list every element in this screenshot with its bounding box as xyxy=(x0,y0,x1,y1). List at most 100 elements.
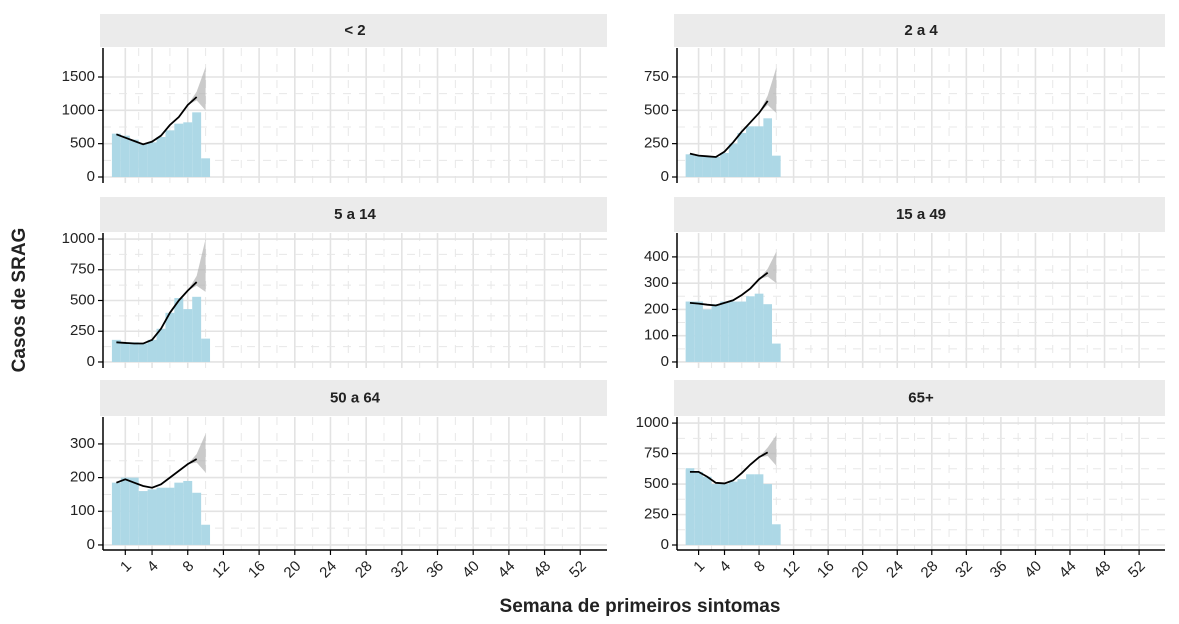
y-tick-label: 0 xyxy=(661,536,669,553)
bar xyxy=(685,301,695,362)
bar xyxy=(694,471,703,546)
bar xyxy=(763,118,773,177)
bar xyxy=(201,524,211,545)
bar xyxy=(174,482,184,545)
y-tick-label: 100 xyxy=(70,502,95,519)
x-tick-label: 40 xyxy=(459,558,483,582)
bar xyxy=(711,304,721,362)
confidence-band xyxy=(187,67,206,111)
confidence-band xyxy=(187,433,206,473)
bar xyxy=(165,312,175,362)
bar xyxy=(147,339,157,362)
y-tick-label: 750 xyxy=(644,445,669,462)
panel-title: 15 a 49 xyxy=(896,206,946,223)
bar xyxy=(111,133,121,177)
bar xyxy=(754,126,764,177)
panel-title: 65+ xyxy=(908,389,934,406)
x-tick-label: 28 xyxy=(352,558,376,582)
bar xyxy=(711,156,721,177)
bar xyxy=(720,484,729,546)
y-tick-label: 0 xyxy=(661,168,669,185)
x-tick-label: 48 xyxy=(530,558,554,582)
nowcast-line xyxy=(689,271,769,307)
x-tick-label: 4 xyxy=(144,558,162,576)
confidence-band xyxy=(759,435,777,466)
bar xyxy=(720,301,729,362)
confidence-band xyxy=(759,67,777,113)
bar xyxy=(201,158,211,177)
bar xyxy=(737,132,747,177)
bar xyxy=(201,338,211,362)
x-tick-label: 1 xyxy=(690,558,708,576)
bar xyxy=(754,293,764,362)
x-tick-label: 16 xyxy=(814,558,838,582)
y-tick-label: 1500 xyxy=(62,68,95,85)
bar xyxy=(728,481,738,546)
x-tick-label: 28 xyxy=(918,558,942,582)
bar xyxy=(147,489,157,545)
bar xyxy=(111,339,121,362)
x-tick-label: 36 xyxy=(987,558,1011,582)
bar xyxy=(129,477,139,545)
x-tick-label: 12 xyxy=(779,558,803,582)
panel-title: 50 a 64 xyxy=(330,389,381,406)
x-tick-label: 8 xyxy=(179,558,197,576)
y-tick-label: 200 xyxy=(644,300,669,317)
nowcast-line xyxy=(116,281,198,345)
y-tick-label: 400 xyxy=(644,248,669,265)
x-tick-label: 48 xyxy=(1090,558,1114,582)
bar xyxy=(120,135,130,177)
y-tick-label: 500 xyxy=(644,475,669,492)
bar xyxy=(772,524,781,546)
nowcast-line xyxy=(689,100,769,158)
y-axis-title: Casos de SRAG xyxy=(9,228,30,373)
x-tick-label: 52 xyxy=(1125,558,1149,582)
y-tick-label: 300 xyxy=(644,274,669,291)
y-tick-label: 750 xyxy=(70,261,95,278)
bar xyxy=(138,143,148,177)
bar xyxy=(746,474,755,546)
bar xyxy=(746,296,755,362)
bar xyxy=(120,342,130,362)
panel-title: 5 a 14 xyxy=(334,206,376,223)
x-tick-label: 4 xyxy=(716,558,734,576)
y-tick-label: 250 xyxy=(644,135,669,152)
strip-background xyxy=(674,197,1165,232)
y-tick-label: 0 xyxy=(87,536,95,553)
nowcast-line xyxy=(689,451,769,485)
nowcast-line xyxy=(116,458,198,489)
bar xyxy=(728,301,738,362)
strip-background xyxy=(100,380,607,416)
bar xyxy=(737,479,747,546)
y-tick-label: 200 xyxy=(70,469,95,486)
y-tick-label: 0 xyxy=(87,353,95,370)
y-tick-label: 300 xyxy=(70,435,95,452)
bar xyxy=(156,328,166,362)
y-tick-label: 500 xyxy=(70,291,95,308)
bar xyxy=(763,484,773,546)
x-tick-label: 44 xyxy=(1056,558,1080,582)
x-tick-label: 20 xyxy=(849,558,873,582)
panel-title: < 2 xyxy=(344,22,365,39)
x-axis-title: Semana de primeiros sintomas xyxy=(500,596,781,617)
x-tick-label: 20 xyxy=(281,558,305,582)
y-tick-label: 1000 xyxy=(62,101,95,118)
bar xyxy=(720,152,729,177)
confidence-band xyxy=(187,239,206,292)
bar xyxy=(183,480,193,545)
x-tick-label: 1 xyxy=(117,558,135,576)
bar xyxy=(702,476,712,546)
bar xyxy=(129,139,139,177)
x-tick-label: 36 xyxy=(423,558,447,582)
bar xyxy=(772,343,781,362)
strip-background xyxy=(100,197,607,232)
y-tick-label: 250 xyxy=(644,505,669,522)
x-tick-label: 32 xyxy=(952,558,976,582)
bar xyxy=(728,143,738,177)
bar xyxy=(702,309,712,362)
bar xyxy=(737,301,747,362)
x-tick-label: 24 xyxy=(316,558,340,582)
bar xyxy=(183,309,193,362)
